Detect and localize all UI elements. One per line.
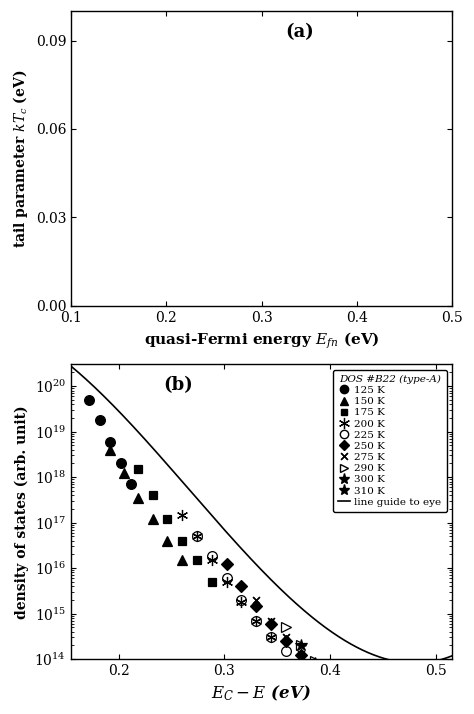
Point xyxy=(100,272,108,283)
Text: (a): (a) xyxy=(285,23,314,41)
Point xyxy=(342,168,349,179)
Point xyxy=(89,272,97,283)
Point xyxy=(83,272,91,283)
Point xyxy=(250,235,258,246)
Point xyxy=(365,129,372,141)
Point xyxy=(69,272,77,283)
Point xyxy=(98,272,105,283)
Point xyxy=(92,272,100,283)
Point xyxy=(164,241,172,253)
Point xyxy=(75,272,82,283)
X-axis label: $E_C - E$ (eV): $E_C - E$ (eV) xyxy=(211,683,311,703)
Legend: 125 K, 150 K, 175 K, 200 K, 225 K, 250 K, 275 K, 290 K, 300 K, 310 K, line guide: 125 K, 150 K, 175 K, 200 K, 225 K, 250 K… xyxy=(333,370,447,512)
Point xyxy=(158,241,165,253)
Point xyxy=(223,235,231,246)
Point xyxy=(372,126,380,138)
Point xyxy=(86,272,94,283)
Point xyxy=(124,265,132,276)
Point xyxy=(231,235,238,246)
Point xyxy=(356,132,364,144)
Text: (b): (b) xyxy=(163,376,192,394)
Point xyxy=(241,235,248,246)
Point xyxy=(72,272,80,283)
Point xyxy=(418,32,425,44)
Point xyxy=(170,241,178,253)
Point xyxy=(119,265,127,276)
Point xyxy=(389,32,397,44)
Point xyxy=(408,32,416,44)
Point xyxy=(208,235,216,246)
Point xyxy=(140,253,147,264)
Point xyxy=(134,253,142,264)
Point xyxy=(81,272,88,283)
Point xyxy=(146,253,153,264)
Point xyxy=(348,168,356,179)
Point xyxy=(269,221,277,232)
Point xyxy=(78,272,85,283)
Point xyxy=(216,235,223,246)
Point xyxy=(106,272,114,283)
Point xyxy=(201,235,208,246)
Point xyxy=(380,124,387,135)
Point xyxy=(103,272,111,283)
Point xyxy=(399,32,406,44)
Y-axis label: tail parameter $kT_c$ (eV): tail parameter $kT_c$ (eV) xyxy=(11,69,30,248)
Point xyxy=(109,272,117,283)
Y-axis label: density of states (arb. unit): density of states (arb. unit) xyxy=(15,405,29,618)
Point xyxy=(95,272,102,283)
Point xyxy=(279,221,286,232)
Point xyxy=(186,235,194,246)
Point xyxy=(332,168,339,179)
Point xyxy=(260,235,267,246)
Point xyxy=(193,235,201,246)
Point xyxy=(115,265,122,276)
Point xyxy=(180,235,187,246)
X-axis label: quasi-Fermi energy $E_{fn}$ (eV): quasi-Fermi energy $E_{fn}$ (eV) xyxy=(144,330,379,351)
